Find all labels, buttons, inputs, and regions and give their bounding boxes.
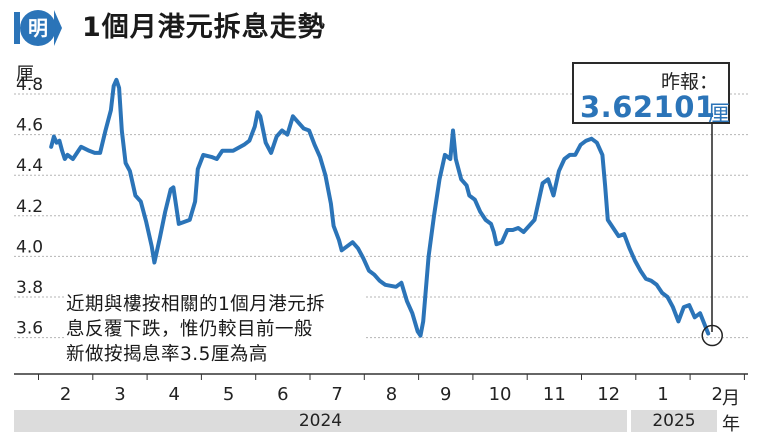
x-tick-label: 10 bbox=[489, 384, 512, 405]
y-tick-label: 4.8 bbox=[16, 75, 43, 95]
y-tick-label: 3.6 bbox=[16, 319, 43, 339]
year-unit-label: 年 bbox=[722, 414, 740, 435]
callout-unit: 厘 bbox=[708, 102, 731, 127]
note-line: 息反覆下跌，惟仍較目前一般 bbox=[66, 319, 314, 340]
x-tick-label: 6 bbox=[277, 384, 288, 405]
series-line bbox=[49, 77, 711, 338]
x-tick-label: 11 bbox=[543, 384, 566, 405]
x-tick-marks bbox=[38, 374, 745, 380]
x-month-labels: 2 3 4 5 6 7 8 9 10 11 12 1 2 bbox=[60, 384, 723, 405]
logo-left-block bbox=[14, 12, 20, 44]
x-tick-label: 3 bbox=[114, 384, 125, 405]
y-tick-label: 3.8 bbox=[16, 278, 43, 298]
x-tick-label: 7 bbox=[331, 384, 342, 405]
x-tick-label: 2 bbox=[60, 384, 71, 405]
x-tick-label: 8 bbox=[386, 384, 397, 405]
logo-right-shape bbox=[54, 10, 62, 46]
y-tick-labels: 3.6 3.8 4.0 4.2 4.4 4.6 4.8 bbox=[16, 75, 43, 339]
y-tick-label: 4.0 bbox=[16, 237, 43, 257]
note-line: 近期與樓按相關的1個月港元拆 bbox=[66, 294, 326, 315]
callout-label: 昨報： bbox=[660, 71, 718, 93]
chart-title: 1個月港元拆息走勢 bbox=[82, 12, 326, 43]
latest-value-callout: 昨報： 3.62101 厘 bbox=[572, 62, 730, 127]
newspaper-logo: 明 bbox=[14, 10, 62, 46]
year-label-2025: 2025 bbox=[631, 410, 717, 432]
note-line: 新做按揭息率3.5厘為高 bbox=[66, 344, 268, 365]
month-unit-label: 月 bbox=[722, 388, 740, 409]
x-tick-label: 1 bbox=[657, 384, 668, 405]
y-axis-unit: 厘 bbox=[16, 64, 34, 85]
x-tick-label: 9 bbox=[440, 384, 451, 405]
y-tick-label: 4.2 bbox=[16, 197, 43, 217]
y-tick-label: 4.6 bbox=[16, 116, 43, 136]
x-tick-label: 2 bbox=[712, 384, 723, 405]
logo-circle bbox=[20, 10, 56, 46]
callout-value: 3.62101 bbox=[580, 90, 716, 124]
y-tick-label: 4.4 bbox=[16, 156, 43, 176]
logo-char: 明 bbox=[28, 16, 48, 40]
year-label-2024: 2024 bbox=[14, 410, 627, 432]
annotation-note: 近期與樓按相關的1個月港元拆 息反覆下跌，惟仍較目前一般 新做按揭息率3.5厘為… bbox=[66, 292, 366, 367]
x-tick-label: 12 bbox=[597, 384, 620, 405]
x-tick-label: 4 bbox=[169, 384, 180, 405]
x-tick-label: 5 bbox=[223, 384, 234, 405]
last-point-marker bbox=[701, 324, 723, 347]
